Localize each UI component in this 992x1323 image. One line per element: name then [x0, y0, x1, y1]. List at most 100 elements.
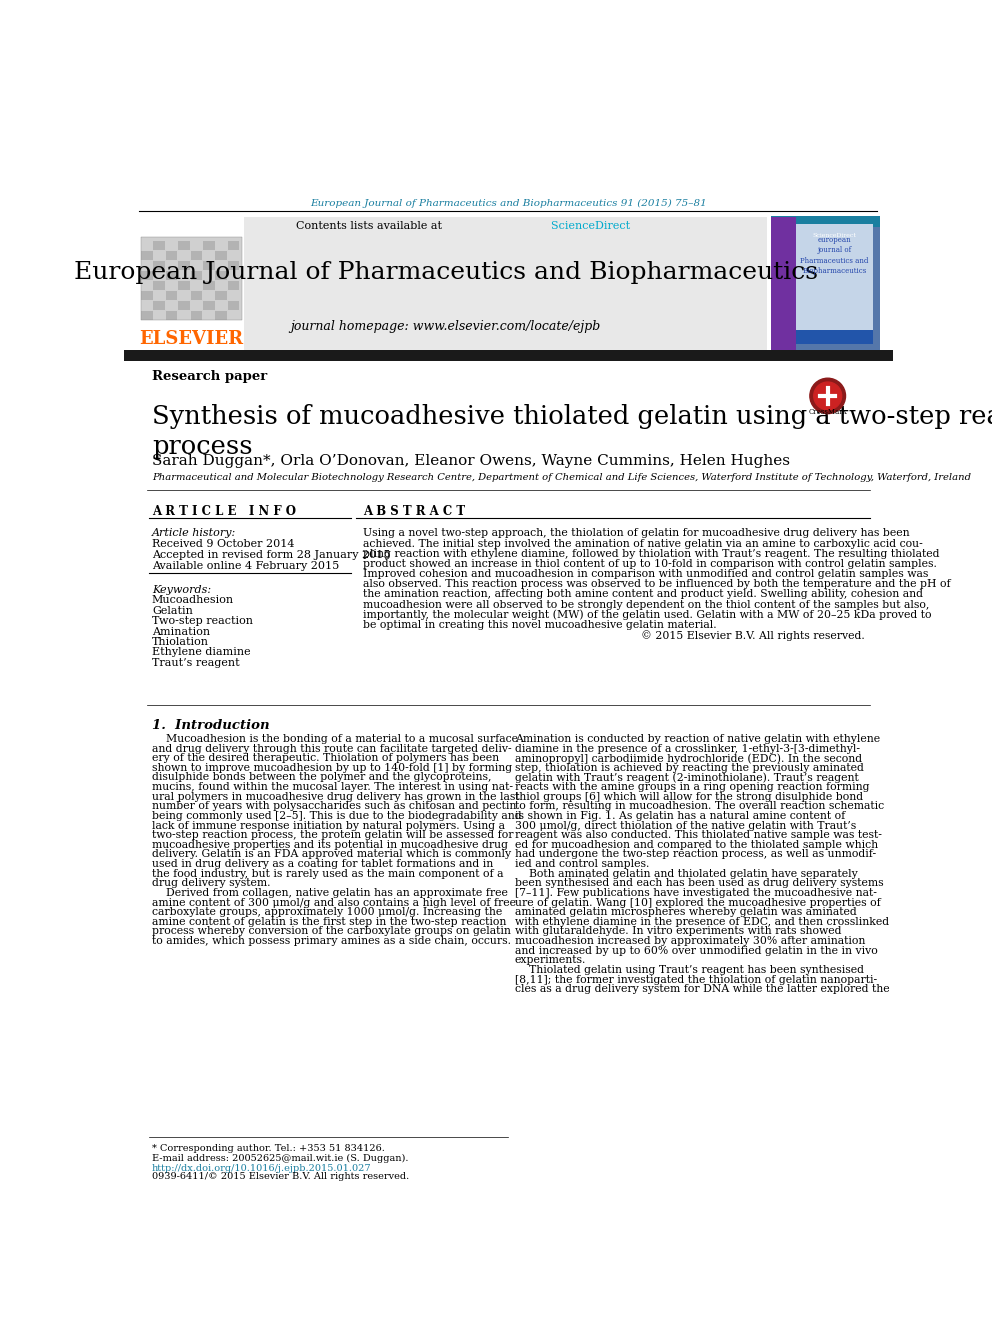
Text: Traut’s reagent: Traut’s reagent [152, 658, 239, 668]
Text: european
journal of
Pharmaceutics and
Biopharmaceutics: european journal of Pharmaceutics and Bi… [801, 235, 869, 275]
FancyBboxPatch shape [215, 311, 227, 320]
Text: Sarah Duggan*, Orla O’Donovan, Eleanor Owens, Wayne Cummins, Helen Hughes: Sarah Duggan*, Orla O’Donovan, Eleanor O… [152, 454, 790, 467]
FancyBboxPatch shape [166, 271, 178, 280]
Text: E-mail address: 20052625@mail.wit.ie (S. Duggan).: E-mail address: 20052625@mail.wit.ie (S.… [152, 1154, 409, 1163]
Text: Thiolation: Thiolation [152, 636, 209, 647]
FancyBboxPatch shape [771, 217, 880, 349]
Text: mucoadhesion were all observed to be strongly dependent on the thiol content of : mucoadhesion were all observed to be str… [363, 599, 930, 610]
FancyBboxPatch shape [215, 251, 227, 261]
Text: Synthesis of mucoadhesive thiolated gelatin using a two-step reaction
process: Synthesis of mucoadhesive thiolated gela… [152, 404, 992, 459]
Text: ied and control samples.: ied and control samples. [515, 859, 649, 869]
Text: importantly, the molecular weight (MW) of the gelatin used. Gelatin with a MW of: importantly, the molecular weight (MW) o… [363, 610, 931, 620]
Text: Available online 4 February 2015: Available online 4 February 2015 [152, 561, 339, 570]
Text: been synthesised and each has been used as drug delivery systems: been synthesised and each has been used … [515, 878, 883, 888]
Text: [8,11]; the former investigated the thiolation of gelatin nanoparti-: [8,11]; the former investigated the thio… [515, 975, 877, 984]
FancyBboxPatch shape [190, 291, 202, 300]
Text: A R T I C L E   I N F O: A R T I C L E I N F O [152, 505, 296, 519]
Text: A B S T R A C T: A B S T R A C T [363, 505, 465, 519]
FancyBboxPatch shape [228, 282, 239, 291]
Text: ScienceDirect: ScienceDirect [812, 233, 857, 238]
Text: also observed. This reaction process was observed to be influenced by both the t: also observed. This reaction process was… [363, 579, 950, 589]
Text: Improved cohesion and mucoadhesion in comparison with unmodified and control gel: Improved cohesion and mucoadhesion in co… [363, 569, 929, 579]
FancyBboxPatch shape [141, 311, 153, 320]
Text: Received 9 October 2014: Received 9 October 2014 [152, 540, 295, 549]
Text: ural polymers in mucoadhesive drug delivery has grown in the last: ural polymers in mucoadhesive drug deliv… [152, 791, 520, 802]
FancyBboxPatch shape [141, 271, 153, 280]
FancyBboxPatch shape [796, 224, 873, 344]
Text: Mucoadhesion is the bonding of a material to a mucosal surface: Mucoadhesion is the bonding of a materia… [152, 734, 518, 744]
FancyBboxPatch shape [166, 311, 178, 320]
Text: two-step reaction process, the protein gelatin will be assessed for: two-step reaction process, the protein g… [152, 831, 514, 840]
Text: Pharmaceutical and Molecular Biotechnology Research Centre, Department of Chemic: Pharmaceutical and Molecular Biotechnolo… [152, 472, 971, 482]
Text: Article history:: Article history: [152, 528, 236, 537]
FancyBboxPatch shape [154, 302, 165, 311]
Text: © 2015 Elsevier B.V. All rights reserved.: © 2015 Elsevier B.V. All rights reserved… [641, 630, 865, 640]
FancyBboxPatch shape [203, 282, 214, 291]
Text: being commonly used [2–5]. This is due to the biodegradability and: being commonly used [2–5]. This is due t… [152, 811, 522, 822]
Text: mucins, found within the mucosal layer. The interest in using nat-: mucins, found within the mucosal layer. … [152, 782, 513, 792]
Text: carboxylate groups, approximately 1000 μmol/g. Increasing the: carboxylate groups, approximately 1000 μ… [152, 908, 502, 917]
Text: step, thiolation is achieved by reacting the previously aminated: step, thiolation is achieved by reacting… [515, 763, 863, 773]
Text: experiments.: experiments. [515, 955, 586, 966]
Text: Amination is conducted by reaction of native gelatin with ethylene: Amination is conducted by reaction of na… [515, 734, 880, 744]
Text: the amination reaction, affecting both amine content and product yield. Swelling: the amination reaction, affecting both a… [363, 589, 923, 599]
Text: European Journal of Pharmaceutics and Biopharmaceutics 91 (2015) 75–81: European Journal of Pharmaceutics and Bi… [310, 198, 706, 208]
Text: Mucoadhesion: Mucoadhesion [152, 595, 234, 606]
Text: Both aminated gelatin and thiolated gelatin have separately: Both aminated gelatin and thiolated gela… [515, 869, 857, 878]
Text: reagent was also conducted. This thiolated native sample was test-: reagent was also conducted. This thiolat… [515, 831, 882, 840]
Text: Accepted in revised form 28 January 2015: Accepted in revised form 28 January 2015 [152, 550, 391, 560]
Text: http://dx.doi.org/10.1016/j.ejpb.2015.01.027: http://dx.doi.org/10.1016/j.ejpb.2015.01… [152, 1164, 372, 1174]
Text: CrossMark: CrossMark [808, 409, 847, 417]
Text: number of years with polysaccharides such as chitosan and pectin: number of years with polysaccharides suc… [152, 802, 516, 811]
Text: product showed an increase in thiol content of up to 10-fold in comparison with : product showed an increase in thiol cont… [363, 558, 936, 569]
Text: * Corresponding author. Tel.: +353 51 834126.: * Corresponding author. Tel.: +353 51 83… [152, 1144, 385, 1154]
Text: with ethylene diamine in the presence of EDC, and then crosslinked: with ethylene diamine in the presence of… [515, 917, 889, 927]
Circle shape [809, 378, 845, 414]
FancyBboxPatch shape [190, 311, 202, 320]
Text: Using a novel two-step approach, the thiolation of gelatin for mucoadhesive drug: Using a novel two-step approach, the thi… [363, 528, 910, 538]
FancyBboxPatch shape [244, 217, 767, 349]
Text: Two-step reaction: Two-step reaction [152, 617, 253, 626]
Text: 1.  Introduction: 1. Introduction [152, 720, 270, 733]
Text: had undergone the two-step reaction process, as well as unmodif-: had undergone the two-step reaction proc… [515, 849, 876, 860]
Text: disulphide bonds between the polymer and the glycoproteins,: disulphide bonds between the polymer and… [152, 773, 491, 782]
FancyBboxPatch shape [141, 237, 242, 320]
FancyBboxPatch shape [179, 282, 189, 291]
Text: cles as a drug delivery system for DNA while the latter explored the: cles as a drug delivery system for DNA w… [515, 984, 889, 994]
Text: reacts with the amine groups in a ring opening reaction forming: reacts with the amine groups in a ring o… [515, 782, 869, 792]
Text: and increased by up to 60% over unmodified gelatin in the in vivo: and increased by up to 60% over unmodifi… [515, 946, 877, 955]
FancyBboxPatch shape [190, 251, 202, 261]
Text: shown to improve mucoadhesion by up to 140-fold [1] by forming: shown to improve mucoadhesion by up to 1… [152, 763, 512, 773]
FancyBboxPatch shape [796, 329, 873, 344]
Text: Research paper: Research paper [152, 370, 267, 384]
FancyBboxPatch shape [228, 302, 239, 311]
FancyBboxPatch shape [190, 271, 202, 280]
FancyBboxPatch shape [141, 291, 153, 300]
Text: [7–11]. Few publications have investigated the mucoadhesive nat-: [7–11]. Few publications have investigat… [515, 888, 877, 898]
Text: ed for mucoadhesion and compared to the thiolated sample which: ed for mucoadhesion and compared to the … [515, 840, 878, 849]
Text: mucoadhesion increased by approximately 30% after amination: mucoadhesion increased by approximately … [515, 937, 865, 946]
FancyBboxPatch shape [771, 216, 880, 226]
FancyBboxPatch shape [154, 261, 165, 270]
Text: thiol groups [6] which will allow for the strong disulphide bond: thiol groups [6] which will allow for th… [515, 791, 863, 802]
Text: ery of the desired therapeutic. Thiolation of polymers has been: ery of the desired therapeutic. Thiolati… [152, 753, 499, 763]
Text: Gelatin: Gelatin [152, 606, 192, 615]
Text: to amides, which possess primary amines as a side chain, occurs.: to amides, which possess primary amines … [152, 937, 511, 946]
Text: Ethylene diamine: Ethylene diamine [152, 647, 251, 658]
Text: aminopropyl] carbodiimide hydrochloride (EDC). In the second: aminopropyl] carbodiimide hydrochloride … [515, 753, 862, 763]
Text: diamine in the presence of a crosslinker, 1-ethyl-3-[3-dimethyl-: diamine in the presence of a crosslinker… [515, 744, 860, 754]
Text: ure of gelatin. Wang [10] explored the mucoadhesive properties of: ure of gelatin. Wang [10] explored the m… [515, 897, 880, 908]
Text: is shown in Fig. 1. As gelatin has a natural amine content of: is shown in Fig. 1. As gelatin has a nat… [515, 811, 845, 822]
Text: aminated gelatin microspheres whereby gelatin was aminated: aminated gelatin microspheres whereby ge… [515, 908, 856, 917]
Text: ScienceDirect: ScienceDirect [445, 221, 630, 230]
Text: mucoadhesive properties and its potential in mucoadhesive drug: mucoadhesive properties and its potentia… [152, 840, 508, 849]
Text: drug delivery system.: drug delivery system. [152, 878, 271, 888]
Text: with glutaraldehyde. In vitro experiments with rats showed: with glutaraldehyde. In vitro experiment… [515, 926, 841, 937]
Text: pling reaction with ethylene diamine, followed by thiolation with Traut’s reagen: pling reaction with ethylene diamine, fo… [363, 549, 939, 558]
Text: and drug delivery through this route can facilitate targeted deliv-: and drug delivery through this route can… [152, 744, 512, 754]
FancyBboxPatch shape [203, 241, 214, 250]
FancyBboxPatch shape [228, 241, 239, 250]
Text: gelatin with Traut’s reagent (2-iminothiolane). Traut’s reagent: gelatin with Traut’s reagent (2-iminothi… [515, 773, 858, 783]
Text: amine content of 300 μmol/g and also contains a high level of free: amine content of 300 μmol/g and also con… [152, 897, 516, 908]
FancyBboxPatch shape [215, 291, 227, 300]
